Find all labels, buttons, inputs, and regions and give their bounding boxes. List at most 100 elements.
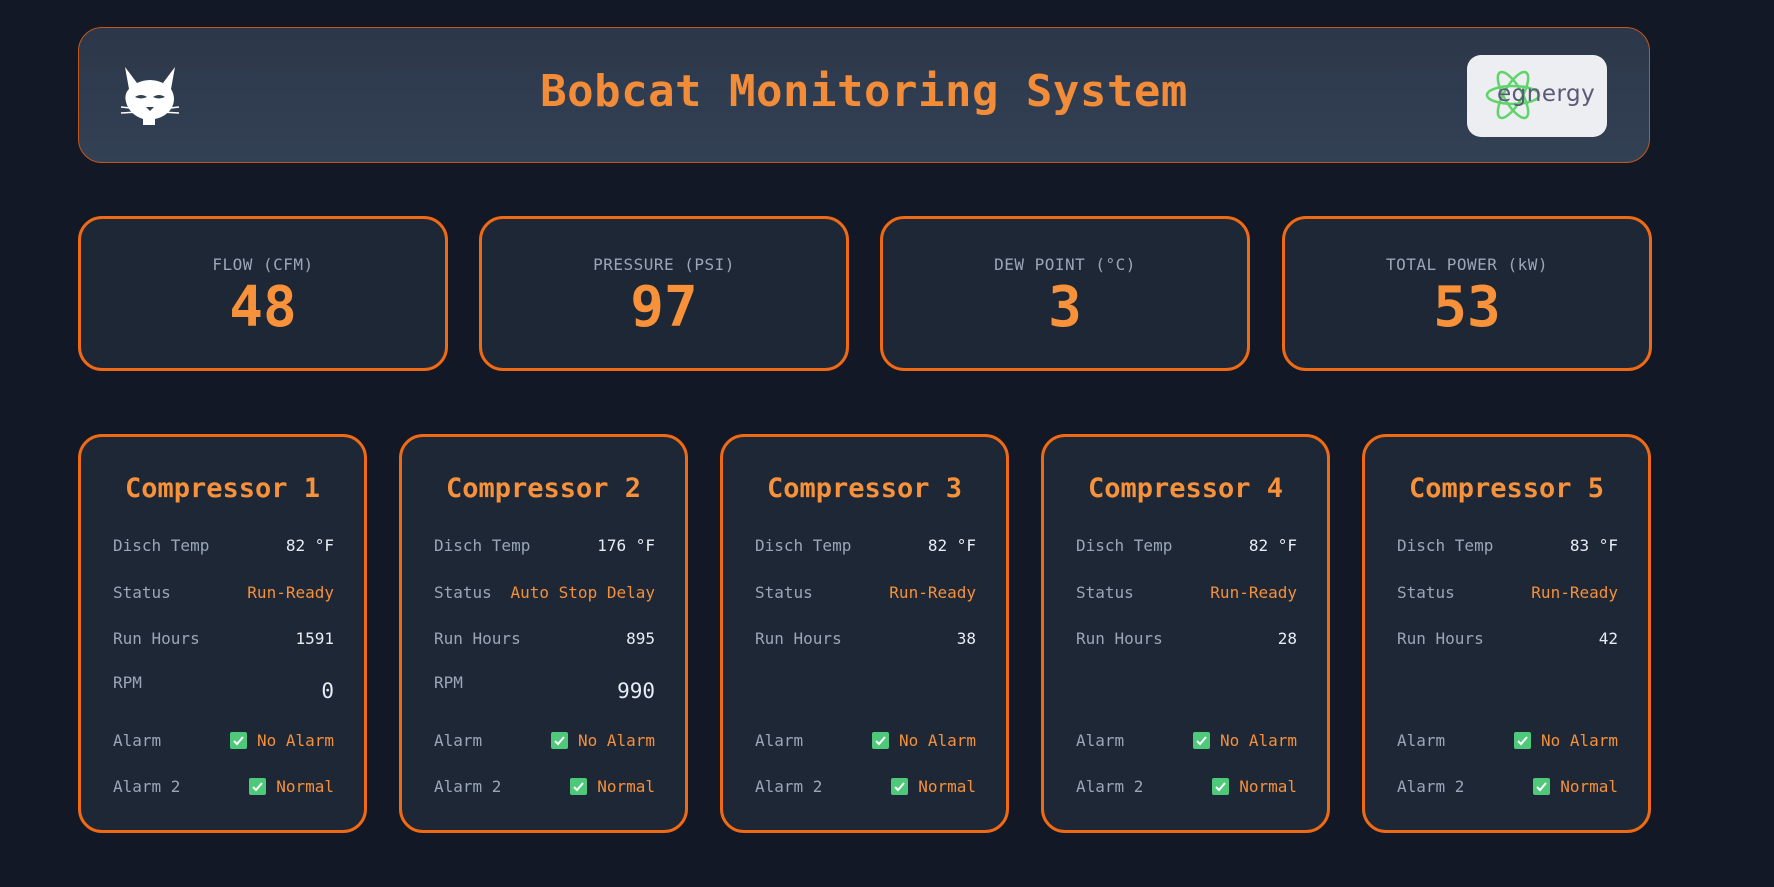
compressor-title: Compressor 3 <box>766 473 963 504</box>
run-hours-value: 38 <box>956 628 976 648</box>
metric-value: 97 <box>630 275 698 340</box>
compressor-card-5: Compressor 5 Disch Temp 83 °F Status Run… <box>1362 434 1651 833</box>
partner-logo: egnergy <box>1467 55 1607 137</box>
alarm-label: Alarm <box>1397 730 1446 750</box>
status-value: Auto Stop Delay <box>510 582 656 602</box>
compressor-card-1: Compressor 1 Disch Temp 82 °F Status Run… <box>78 434 367 833</box>
alarm-value: No Alarm <box>577 730 655 750</box>
check-icon <box>550 731 568 749</box>
status-row: Status Run-Ready <box>113 580 334 604</box>
run-hours-row: Run Hours 28 <box>1076 626 1297 650</box>
alarm-status: No Alarm <box>1192 731 1297 750</box>
status-value: Run-Ready <box>1210 582 1297 602</box>
status-value: Run-Ready <box>1531 582 1618 602</box>
run-hours-label: Run Hours <box>1076 628 1163 648</box>
check-icon <box>1192 731 1210 749</box>
alarm-status: No Alarm <box>229 730 334 750</box>
alarm2-row: Alarm 2 Normal <box>434 774 655 798</box>
metric-value: 48 <box>229 275 297 340</box>
alarm-status: No Alarm <box>871 730 976 750</box>
status-value: Run-Ready <box>889 582 976 602</box>
status-row: Status Auto Stop Delay <box>434 580 655 604</box>
status-label: Status <box>1076 582 1134 602</box>
alarm2-row: Alarm 2 Normal <box>1076 774 1297 798</box>
metric-value: 53 <box>1433 275 1501 340</box>
header-banner: Bobcat Monitoring System egnergy <box>78 27 1650 163</box>
compressor-title: Compressor 1 <box>124 473 321 504</box>
alarm-row: Alarm No Alarm <box>113 728 334 752</box>
disch-temp-row: Disch Temp 82 °F <box>1076 533 1297 557</box>
status-label: Status <box>1397 582 1455 602</box>
disch-temp-label: Disch Temp <box>755 535 852 555</box>
disch-temp-label: Disch Temp <box>1076 535 1173 555</box>
rpm-label: RPM <box>434 673 463 692</box>
run-hours-value: 895 <box>626 628 655 648</box>
check-icon <box>249 777 267 795</box>
compressor-title: Compressor 5 <box>1408 473 1605 504</box>
alarm2-value: Normal <box>918 776 976 796</box>
run-hours-row: Run Hours 38 <box>755 626 976 650</box>
bobcat-logo-icon <box>120 67 180 125</box>
check-icon <box>1533 777 1551 795</box>
disch-temp-label: Disch Temp <box>434 535 531 555</box>
alarm2-value: Normal <box>597 776 655 796</box>
rpm-row: RPM 0 <box>113 673 334 705</box>
alarm2-label: Alarm 2 <box>1076 776 1144 796</box>
alarm2-status: Normal <box>570 777 655 796</box>
check-icon <box>891 777 909 795</box>
rpm-value: 990 <box>617 679 655 703</box>
alarm-row: Alarm No Alarm <box>1397 728 1618 752</box>
alarm-value: No Alarm <box>898 730 976 750</box>
rpm-value: 0 <box>321 679 334 703</box>
metric-flow: FLOW (CFM) 48 <box>78 216 448 371</box>
compressor-card-4: Compressor 4 Disch Temp 82 °F Status Run… <box>1041 434 1330 833</box>
alarm2-row: Alarm 2 Normal <box>755 774 976 798</box>
metric-label: TOTAL POWER (kW) <box>1385 255 1549 274</box>
alarm2-status: Normal <box>1533 777 1618 796</box>
status-row: Status Run-Ready <box>755 580 976 604</box>
alarm2-label: Alarm 2 <box>1397 776 1465 796</box>
rpm-row: RPM 990 <box>434 673 655 705</box>
atom-logo-icon <box>1485 70 1541 120</box>
run-hours-label: Run Hours <box>755 628 842 648</box>
page-title: Bobcat Monitoring System <box>540 66 1188 117</box>
compressor-card-2: Compressor 2 Disch Temp 176 °F Status Au… <box>399 434 688 833</box>
status-row: Status Run-Ready <box>1397 580 1618 604</box>
metric-label: FLOW (CFM) <box>212 255 314 274</box>
alarm-row: Alarm No Alarm <box>1076 728 1297 752</box>
run-hours-row: Run Hours 1591 <box>113 626 334 650</box>
disch-temp-label: Disch Temp <box>1397 535 1494 555</box>
alarm-status: No Alarm <box>1513 730 1618 750</box>
run-hours-label: Run Hours <box>434 628 521 648</box>
check-icon <box>229 731 247 749</box>
disch-temp-row: Disch Temp 83 °F <box>1397 533 1618 557</box>
run-hours-value: 1591 <box>295 628 334 648</box>
alarm-value: No Alarm <box>256 730 334 750</box>
run-hours-row: Run Hours 895 <box>434 626 655 650</box>
alarm-status: No Alarm <box>550 730 655 750</box>
alarm2-row: Alarm 2 Normal <box>1397 774 1618 798</box>
disch-temp-value: 82 °F <box>927 535 976 555</box>
alarm2-status: Normal <box>891 777 976 796</box>
metric-label: DEW POINT (°C) <box>994 255 1136 274</box>
check-icon <box>871 731 889 749</box>
run-hours-row: Run Hours 42 <box>1397 626 1618 650</box>
alarm2-value: Normal <box>276 776 334 796</box>
disch-temp-value: 83 °F <box>1569 535 1618 555</box>
disch-temp-value: 82 °F <box>1248 535 1297 555</box>
alarm2-status: Normal <box>1212 777 1297 796</box>
alarm2-label: Alarm 2 <box>755 776 823 796</box>
alarm-row: Alarm No Alarm <box>755 728 976 752</box>
compressor-title: Compressor 4 <box>1087 473 1284 504</box>
alarm-value: No Alarm <box>1540 730 1618 750</box>
rpm-label: RPM <box>113 673 142 692</box>
run-hours-value: 42 <box>1598 628 1618 648</box>
alarm-label: Alarm <box>1076 730 1125 750</box>
alarm2-value: Normal <box>1560 776 1618 796</box>
check-icon <box>1513 731 1531 749</box>
alarm-label: Alarm <box>434 730 483 750</box>
metric-total-power: TOTAL POWER (kW) 53 <box>1282 216 1652 371</box>
partner-logo-text: egnergy <box>1497 81 1596 107</box>
run-hours-value: 28 <box>1277 628 1297 648</box>
disch-temp-value: 82 °F <box>285 535 334 555</box>
